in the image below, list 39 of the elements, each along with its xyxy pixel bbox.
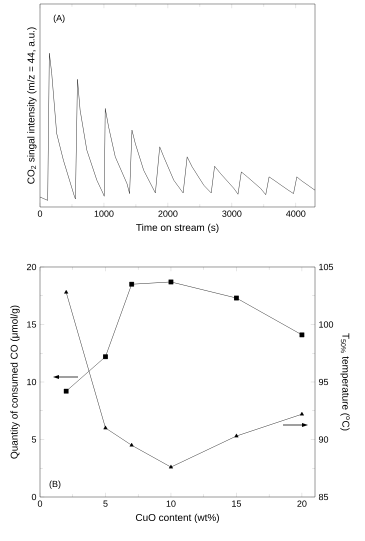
text: (B) [50, 480, 60, 489]
x-tick-label: 15 [232, 500, 242, 507]
y2-tick-label: 90 [318, 436, 328, 443]
x-tick-label: 1000 [94, 210, 114, 217]
point [300, 412, 304, 416]
x-axis-title: Time on stream (s) [136, 224, 218, 233]
point [300, 332, 304, 338]
y-tick-label: 5 [32, 436, 36, 443]
point [168, 464, 174, 468]
point [64, 388, 69, 394]
x-tick-label: 5 [103, 500, 108, 507]
y2-tick-label: 105 [319, 264, 334, 270]
y-axis-title: CO$_{2}$ singal intensity (m/z = 44, a.u.) [27, 27, 36, 184]
point [103, 426, 108, 430]
x-tick-label: 10 [166, 500, 176, 507]
y-axis-title: Quantity of consumed CO (μmol/g) [10, 306, 20, 459]
point [103, 354, 108, 360]
y2-axis-title: T$_{50%}$ temperature ($^{o}$C) [340, 333, 350, 430]
point [234, 434, 239, 438]
y2-tick-label: 100 [319, 321, 334, 328]
y-tick-label: 15 [27, 321, 36, 328]
x-tick-label: 0 [38, 210, 42, 217]
point [168, 280, 174, 284]
x-tick-label: 3000 [222, 210, 242, 217]
point [129, 282, 134, 287]
x-tick-label: 4000 [286, 210, 306, 217]
y2-tick-label: 85 [318, 494, 328, 500]
y-tick-label: 10 [27, 378, 36, 386]
point [64, 290, 68, 294]
y-tick-label: 20 [26, 264, 36, 270]
x-tick-label: 20 [297, 500, 307, 507]
x-tick-label: 0 [38, 500, 42, 507]
y-tick-label: 0 [32, 494, 36, 500]
point [130, 442, 134, 447]
chart-title: (A) [54, 14, 65, 23]
x-axis-title: CuO content (wt%) [136, 514, 219, 523]
y2-tick-label: 95 [318, 378, 328, 386]
x-tick-label: 2000 [158, 210, 178, 217]
point [234, 296, 239, 300]
